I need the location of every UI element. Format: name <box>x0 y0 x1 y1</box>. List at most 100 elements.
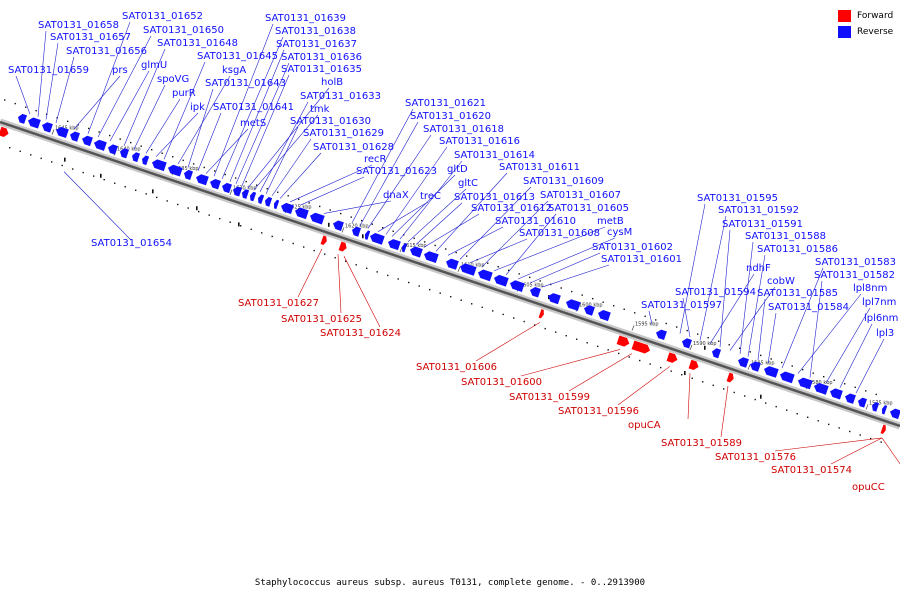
track-dot <box>214 170 216 172</box>
gene-arrow <box>738 357 749 368</box>
gene-label-reverse: metS <box>240 118 266 129</box>
gene-arrow <box>320 235 327 245</box>
gene-label-reverse: lpl3 <box>876 328 894 339</box>
forward-gene <box>616 335 630 347</box>
reverse-gene <box>233 186 243 197</box>
label-leader <box>359 121 419 226</box>
track-dot <box>140 145 142 147</box>
gene-label-reverse: SAT0131_01594 <box>675 287 756 298</box>
track-dot <box>193 163 195 165</box>
label-leader <box>391 174 456 237</box>
track-dot <box>172 156 174 158</box>
track-dot <box>854 386 856 389</box>
track-dot <box>613 305 615 307</box>
label-leader <box>177 75 231 165</box>
gene-arrow <box>402 243 408 253</box>
gene-label-reverse: SAT0131_01630 <box>290 116 371 127</box>
track-dot <box>166 200 168 202</box>
label-leader <box>367 134 432 229</box>
track-dot <box>807 416 809 418</box>
track-dot <box>35 109 37 112</box>
scale-tick-label: 1595 kbp <box>635 321 659 327</box>
label-leader <box>259 101 309 192</box>
label-leader <box>682 297 691 338</box>
track-dot <box>287 195 289 197</box>
track-dot <box>513 317 515 319</box>
gene-label-reverse: lpl7nm <box>862 297 896 308</box>
reverse-gene <box>584 305 595 316</box>
track-dot <box>760 354 762 357</box>
track-dot <box>366 267 368 270</box>
track-dot <box>361 219 363 222</box>
track-dot <box>681 374 683 376</box>
track-dot <box>597 345 599 348</box>
track-dot <box>51 161 53 163</box>
forward-gene <box>726 372 734 383</box>
gene-label-reverse: SAT0131_01602 <box>592 242 673 253</box>
track-dot <box>219 217 221 220</box>
label-leader <box>87 21 131 134</box>
track-dot <box>208 214 210 216</box>
reverse-gene <box>28 117 41 129</box>
scale-tick <box>51 129 55 135</box>
track-dot <box>786 409 788 411</box>
gene-label-reverse: spoVG <box>157 74 189 85</box>
feature-mark <box>64 157 66 162</box>
track-dot <box>539 280 541 282</box>
gene-label-reverse: glmU <box>141 60 167 71</box>
reverse-gene <box>890 408 900 420</box>
track-dot <box>791 365 793 367</box>
track-dot <box>523 320 525 323</box>
track-dot <box>103 178 105 181</box>
label-leader <box>271 138 312 197</box>
reverse-gene <box>18 113 28 124</box>
label-leader <box>109 70 150 142</box>
track-dot <box>880 441 882 443</box>
gene-arrow <box>333 220 344 231</box>
feature-mark <box>152 189 154 194</box>
label-leader <box>729 286 776 351</box>
gene-arrow <box>510 280 525 293</box>
gene-label-forward: SAT0131_01574 <box>771 465 852 476</box>
scale-tick-label: 1645 kbp <box>55 126 79 132</box>
gene-arrow <box>196 174 209 186</box>
track-dot <box>586 342 588 344</box>
track-dot <box>67 120 69 123</box>
track-dot <box>303 246 305 248</box>
track-dot <box>277 191 279 193</box>
label-leader <box>520 349 621 377</box>
label-leader <box>767 312 777 364</box>
track-dot <box>565 335 567 337</box>
label-leader <box>241 74 290 186</box>
gene-arrow <box>210 178 221 190</box>
gene-arrow <box>882 405 888 415</box>
label-leader <box>55 56 75 123</box>
gene-label-reverse: SAT0131_01586 <box>757 244 838 255</box>
track-dot <box>676 326 678 328</box>
legend-reverse-label: Reverse <box>857 27 894 37</box>
track-dot <box>424 241 426 243</box>
track-dot <box>518 273 520 275</box>
gene-label-reverse: SAT0131_01605 <box>548 203 629 214</box>
reverse-gene <box>738 357 749 368</box>
track-dot <box>229 221 231 223</box>
feature-mark <box>362 234 364 239</box>
gene-arrow <box>616 335 630 347</box>
track-dot <box>765 402 767 404</box>
label-leader <box>407 188 467 243</box>
track-dot <box>355 264 357 266</box>
reverse-gene <box>460 263 477 276</box>
track-dot <box>418 285 420 287</box>
label-leader <box>289 164 373 203</box>
track-dot <box>833 379 835 381</box>
label-leader <box>229 49 285 182</box>
track-dot <box>177 203 179 206</box>
gene-label-reverse: SAT0131_01654 <box>91 238 172 249</box>
scale-tick <box>457 266 461 272</box>
gene-label-reverse: SAT0131_01633 <box>300 91 381 102</box>
track-dot <box>124 186 126 188</box>
gene-arrow <box>310 212 325 225</box>
gene-arrow <box>478 269 493 282</box>
reverse-genes <box>18 113 900 420</box>
